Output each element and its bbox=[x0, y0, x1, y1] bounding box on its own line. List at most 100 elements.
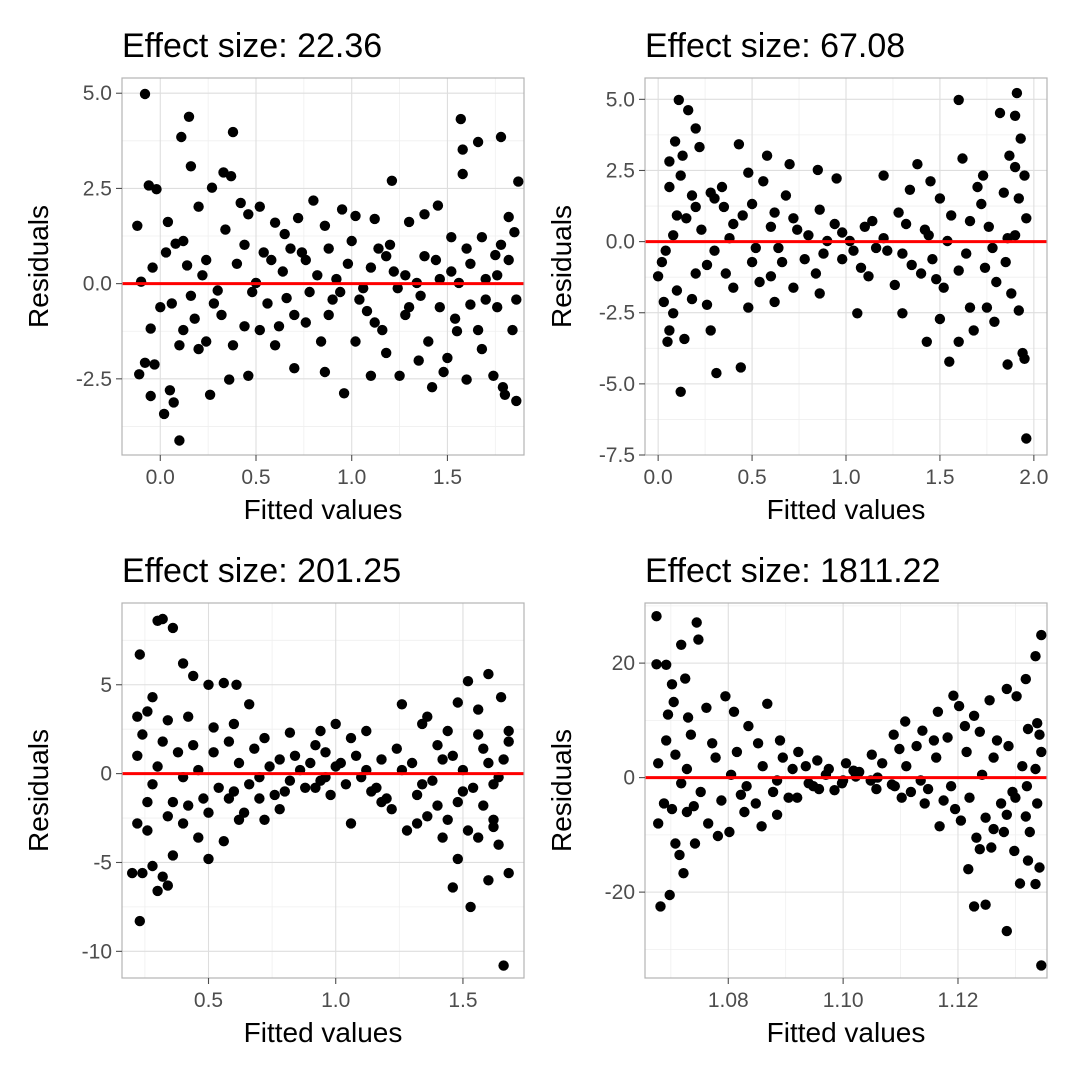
data-point bbox=[381, 347, 392, 359]
data-point bbox=[670, 838, 681, 849]
data-point bbox=[490, 249, 501, 261]
data-point bbox=[746, 256, 758, 268]
data-point bbox=[438, 366, 449, 378]
data-point bbox=[709, 193, 720, 204]
data-point bbox=[476, 343, 488, 355]
y-axis-title: Residuals bbox=[23, 729, 54, 852]
data-point bbox=[127, 867, 138, 879]
data-point bbox=[942, 732, 953, 743]
data-point bbox=[135, 276, 147, 287]
data-point bbox=[340, 779, 352, 790]
data-point bbox=[762, 698, 773, 709]
y-tick-label: -2.5 bbox=[599, 302, 635, 325]
data-point bbox=[308, 195, 319, 206]
data-point bbox=[1030, 878, 1041, 890]
x-tick-label: 0.5 bbox=[241, 466, 270, 489]
data-point bbox=[193, 832, 204, 843]
data-point bbox=[701, 299, 713, 310]
data-point bbox=[673, 94, 684, 106]
data-point bbox=[269, 217, 281, 228]
x-tick-label: 0.0 bbox=[146, 466, 175, 489]
data-point bbox=[312, 270, 323, 281]
data-point bbox=[968, 325, 979, 336]
data-point bbox=[183, 111, 195, 123]
data-point bbox=[366, 786, 377, 797]
panel-2: -7.5 -5.0 -2.5 0.0 2.5 5.0 0.0 0.5 1.0 1.5 2.0 Effe… bbox=[546, 27, 1048, 525]
data-point bbox=[213, 782, 224, 793]
data-point bbox=[185, 290, 197, 301]
data-point bbox=[878, 170, 889, 181]
data-point bbox=[1004, 150, 1015, 161]
data-point bbox=[938, 795, 949, 806]
x-tick-label: 1.12 bbox=[938, 989, 979, 1012]
data-point bbox=[327, 294, 338, 305]
data-point bbox=[300, 254, 311, 266]
data-point bbox=[403, 216, 415, 228]
data-point bbox=[172, 747, 184, 758]
data-point bbox=[953, 265, 964, 276]
data-point bbox=[829, 218, 840, 230]
data-point bbox=[452, 853, 463, 865]
data-point bbox=[266, 254, 277, 266]
data-point bbox=[934, 313, 946, 325]
data-point bbox=[338, 388, 350, 399]
data-point bbox=[923, 230, 934, 241]
data-point bbox=[904, 184, 916, 195]
data-point bbox=[1009, 161, 1021, 173]
data-point bbox=[784, 159, 795, 170]
data-point bbox=[739, 806, 750, 818]
data-point bbox=[462, 825, 474, 836]
data-point bbox=[273, 321, 285, 332]
data-point bbox=[284, 775, 296, 786]
data-point bbox=[658, 798, 670, 809]
data-point bbox=[812, 164, 823, 176]
data-point bbox=[193, 343, 204, 355]
data-point bbox=[227, 126, 239, 138]
data-point bbox=[157, 871, 168, 882]
data-point bbox=[705, 325, 716, 336]
x-axis-title: Fitted values bbox=[767, 494, 926, 525]
data-point bbox=[694, 141, 705, 153]
data-point bbox=[911, 740, 922, 752]
data-point bbox=[1019, 170, 1030, 181]
panel-border bbox=[644, 602, 1048, 979]
data-point bbox=[292, 212, 304, 224]
data-point bbox=[274, 804, 285, 815]
data-point bbox=[870, 242, 882, 254]
data-point bbox=[889, 279, 900, 291]
data-point bbox=[342, 258, 354, 269]
data-point bbox=[228, 718, 240, 730]
data-point bbox=[675, 386, 686, 397]
data-point bbox=[928, 735, 940, 746]
data-point bbox=[980, 812, 991, 823]
data-point bbox=[675, 170, 686, 181]
data-point bbox=[693, 634, 704, 645]
data-point bbox=[897, 248, 908, 259]
data-point bbox=[480, 294, 491, 305]
data-point bbox=[1021, 781, 1033, 792]
data-point bbox=[664, 181, 675, 193]
data-point bbox=[346, 235, 357, 247]
data-point bbox=[964, 215, 976, 227]
data-point bbox=[396, 699, 408, 710]
y-axis-title: Residuals bbox=[546, 729, 577, 852]
data-point bbox=[145, 390, 156, 402]
data-point bbox=[201, 254, 212, 266]
data-point bbox=[437, 832, 448, 843]
data-point bbox=[1036, 629, 1047, 641]
data-point bbox=[859, 221, 870, 232]
data-point bbox=[765, 271, 777, 282]
data-point bbox=[656, 256, 668, 268]
data-point bbox=[249, 743, 260, 754]
chart-title: Effect size: 22.36 bbox=[122, 27, 382, 65]
panel-3: -10 -5 0 5 0.5 1.0 1.5 Effect size: 201.25 Fitte… bbox=[23, 552, 525, 1048]
x-tick-label: 1.08 bbox=[708, 989, 749, 1012]
data-point bbox=[461, 374, 472, 385]
data-point bbox=[361, 725, 372, 737]
data-point bbox=[756, 821, 767, 832]
data-point bbox=[680, 673, 691, 684]
data-point bbox=[381, 251, 392, 262]
data-point bbox=[976, 198, 987, 210]
data-point bbox=[231, 258, 243, 269]
data-point bbox=[863, 271, 874, 282]
